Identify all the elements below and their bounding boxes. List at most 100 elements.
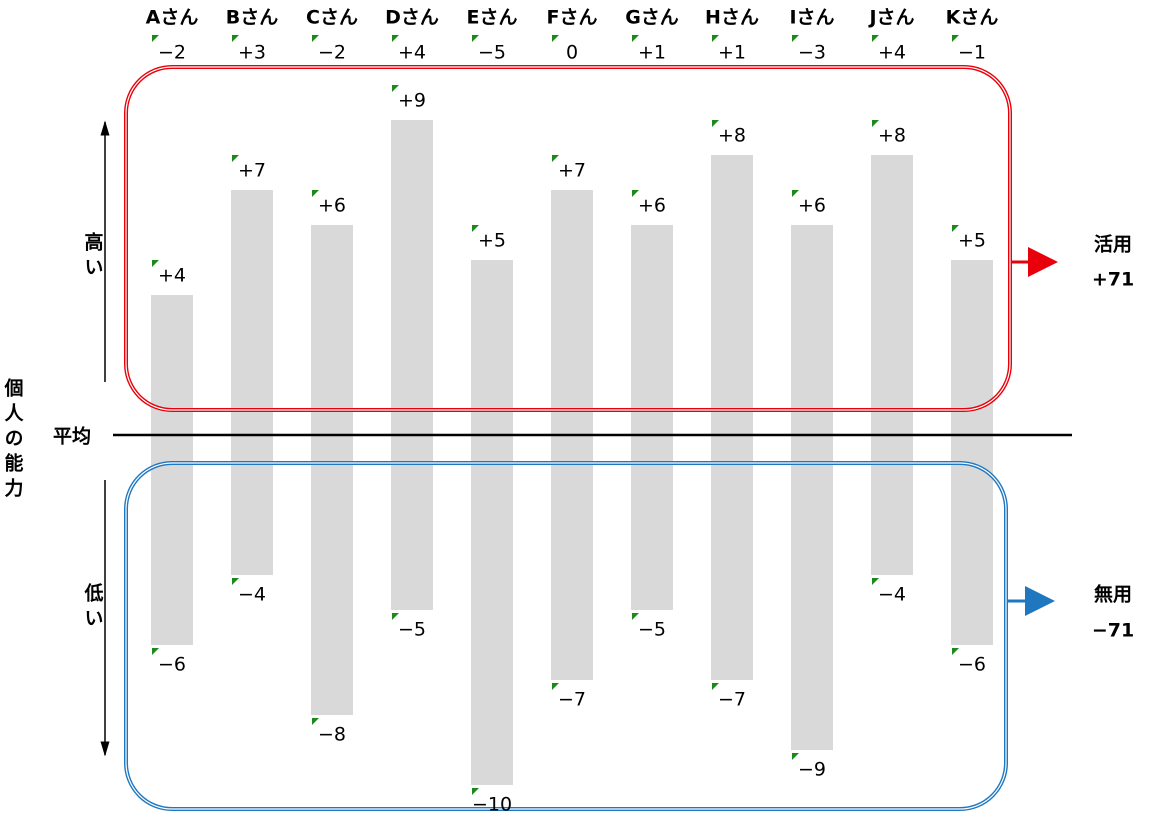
indicator <box>152 35 159 42</box>
category-label: Eさん <box>467 7 518 29</box>
indicator <box>552 683 559 690</box>
bar <box>791 435 833 750</box>
indicator <box>472 35 479 42</box>
bar <box>151 435 193 645</box>
total-label: 活用 <box>1094 233 1132 256</box>
net-label: −5 <box>478 42 506 64</box>
indicator <box>712 120 719 127</box>
category-label: Cさん <box>306 7 358 29</box>
value-label: −6 <box>958 654 986 676</box>
indicator <box>392 613 399 620</box>
indicator <box>472 788 479 795</box>
category-label: Bさん <box>226 7 278 29</box>
category-label: Kさん <box>946 7 999 29</box>
value-label: +9 <box>398 90 426 112</box>
indicator <box>232 578 239 585</box>
baseline-label: 平均 <box>53 425 91 448</box>
indicator <box>712 683 719 690</box>
value-label: −8 <box>318 724 346 746</box>
high-frame-inner <box>125 66 1011 411</box>
low-frame-inner <box>125 462 1007 810</box>
value-label: +7 <box>558 160 586 182</box>
net-label: +1 <box>718 42 746 64</box>
net-label: +4 <box>398 42 426 64</box>
bar <box>471 435 513 785</box>
total-value: −71 <box>1092 620 1134 642</box>
indicator <box>552 35 559 42</box>
total-label: 無用 <box>1094 583 1132 606</box>
bar <box>311 225 353 435</box>
category-label: Gさん <box>625 7 679 29</box>
bar <box>471 260 513 435</box>
net-label: +4 <box>878 42 906 64</box>
net-label: +3 <box>238 42 266 64</box>
net-label: +1 <box>638 42 666 64</box>
value-label: +4 <box>158 265 186 287</box>
bar <box>311 435 353 715</box>
value-label: −5 <box>398 619 426 641</box>
indicator <box>792 35 799 42</box>
indicator <box>712 35 719 42</box>
low-label: 低い <box>82 582 105 633</box>
indicator <box>872 120 879 127</box>
net-label: −2 <box>318 42 346 64</box>
value-label: −4 <box>878 584 906 606</box>
bar <box>711 435 753 680</box>
indicator <box>232 155 239 162</box>
value-label: +8 <box>718 125 746 147</box>
value-label: +5 <box>958 230 986 252</box>
value-label: −10 <box>472 794 512 816</box>
net-label: −1 <box>958 42 986 64</box>
indicator <box>872 578 879 585</box>
indicator <box>632 35 639 42</box>
indicator <box>952 648 959 655</box>
indicator <box>792 753 799 760</box>
bar <box>631 225 673 435</box>
value-label: +6 <box>638 195 666 217</box>
indicator <box>312 718 319 725</box>
indicator <box>392 35 399 42</box>
indicator <box>472 225 479 232</box>
value-label: +7 <box>238 160 266 182</box>
high-label: 高い <box>82 231 104 282</box>
indicator <box>152 260 159 267</box>
value-label: −7 <box>718 689 746 711</box>
category-label: Iさん <box>789 7 834 29</box>
bar <box>231 190 273 435</box>
indicator <box>312 190 319 197</box>
indicator <box>632 613 639 620</box>
net-label: −3 <box>798 42 826 64</box>
bar <box>231 435 273 575</box>
bar <box>711 155 753 435</box>
value-label: −6 <box>158 654 186 676</box>
indicator <box>232 35 239 42</box>
bar <box>871 435 913 575</box>
value-label: +8 <box>878 125 906 147</box>
value-label: −9 <box>798 759 826 781</box>
indicator <box>792 190 799 197</box>
bar <box>551 190 593 435</box>
bar <box>791 225 833 435</box>
value-label: −7 <box>558 689 586 711</box>
category-label: Fさん <box>547 7 598 29</box>
value-label: −5 <box>638 619 666 641</box>
category-label: Hさん <box>705 7 759 29</box>
value-label: −4 <box>238 584 266 606</box>
indicator <box>552 155 559 162</box>
bar <box>871 155 913 435</box>
indicator <box>872 35 879 42</box>
indicator <box>152 648 159 655</box>
bar <box>151 295 193 435</box>
value-label: +6 <box>318 195 346 217</box>
value-label: +6 <box>798 195 826 217</box>
total-value: +71 <box>1092 269 1134 291</box>
indicator <box>392 85 399 92</box>
indicator <box>312 35 319 42</box>
bars <box>151 120 993 785</box>
category-label: Jさん <box>867 7 914 29</box>
axis-label: 個人の能力 <box>2 378 25 503</box>
bar <box>391 120 433 435</box>
bar <box>551 435 593 680</box>
indicator <box>952 35 959 42</box>
